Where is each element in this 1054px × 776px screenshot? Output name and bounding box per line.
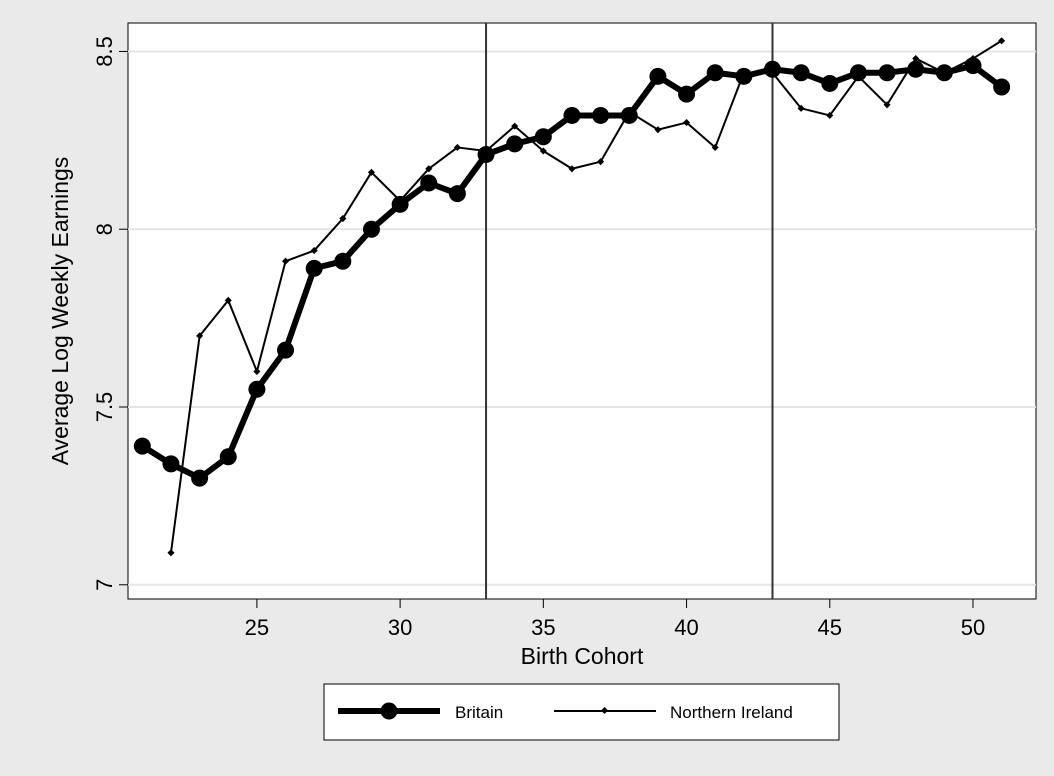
data-point	[282, 257, 290, 265]
data-point	[878, 64, 896, 82]
data-point	[305, 259, 323, 277]
data-point	[912, 55, 920, 63]
legend-label-northern-ireland: Northern Ireland	[670, 703, 793, 722]
vertical-lines	[485, 23, 774, 599]
axis-layer: 7 7.5 8 8.5 25 30 35 40 45 50	[92, 36, 985, 640]
data-point	[826, 111, 834, 119]
data-point	[511, 122, 519, 130]
data-point	[768, 69, 777, 77]
x-tick-label: 30	[388, 615, 412, 640]
data-point	[534, 128, 552, 146]
data-point	[425, 165, 433, 173]
data-point	[740, 69, 748, 77]
data-point	[420, 174, 438, 192]
data-point	[592, 106, 610, 124]
data-point	[849, 64, 867, 82]
data-point	[969, 55, 977, 63]
legend: Britain Northern Ireland	[323, 683, 840, 741]
series-layer	[133, 37, 1011, 557]
grid-layer	[128, 50, 1036, 586]
data-point	[654, 126, 662, 134]
data-point	[854, 72, 862, 80]
data-point	[339, 215, 347, 223]
data-point	[162, 455, 180, 473]
x-tick-label: 35	[531, 615, 555, 640]
data-point	[568, 165, 576, 173]
data-point	[683, 119, 691, 127]
y-tick-label: 8.5	[92, 36, 117, 67]
x-tick-label: 40	[674, 615, 698, 640]
data-point	[334, 252, 352, 270]
y-axis-label: Average Log Weekly Earnings	[47, 157, 73, 466]
y-tick-label: 8	[92, 223, 117, 235]
x-tick-label: 50	[961, 615, 985, 640]
data-point	[506, 135, 524, 153]
series-line	[169, 39, 1003, 553]
data-point	[167, 549, 175, 557]
data-point	[625, 108, 633, 116]
data-point	[248, 380, 266, 398]
data-point	[940, 69, 948, 77]
y-tick-label: 7.5	[92, 392, 117, 423]
data-point	[219, 448, 237, 466]
y-tick-label: 7	[92, 579, 117, 591]
data-point	[253, 367, 261, 375]
data-point	[563, 106, 581, 124]
data-point	[482, 147, 490, 155]
data-point	[597, 158, 605, 166]
legend-label-britain: Britain	[455, 703, 503, 722]
data-point	[797, 104, 805, 112]
data-point	[821, 74, 839, 92]
data-point	[224, 296, 232, 304]
legend-swatch-britain-marker	[380, 702, 398, 720]
data-point	[792, 64, 810, 82]
data-point	[396, 197, 404, 205]
data-point	[453, 143, 461, 151]
x-axis-label: Birth Cohort	[521, 643, 644, 669]
data-point	[191, 469, 209, 487]
x-tick-label: 25	[245, 615, 269, 640]
series-britain	[133, 57, 1011, 487]
data-point	[277, 341, 295, 359]
data-point	[133, 437, 151, 455]
data-point	[883, 101, 891, 109]
data-point	[678, 85, 696, 103]
data-point	[196, 332, 204, 340]
series-northern-ireland	[167, 37, 1006, 557]
plot-area	[127, 22, 1037, 600]
data-point	[993, 78, 1011, 96]
data-point	[448, 185, 466, 203]
data-point	[649, 67, 667, 85]
data-point	[310, 247, 318, 255]
x-tick-label: 45	[818, 615, 842, 640]
legend-swatch-northern-ireland-marker	[600, 706, 609, 715]
data-point	[706, 64, 724, 82]
data-point	[362, 220, 380, 238]
data-point	[711, 143, 719, 151]
data-point	[998, 37, 1006, 45]
data-point	[539, 147, 547, 155]
data-point	[391, 195, 409, 213]
data-point	[367, 168, 376, 176]
